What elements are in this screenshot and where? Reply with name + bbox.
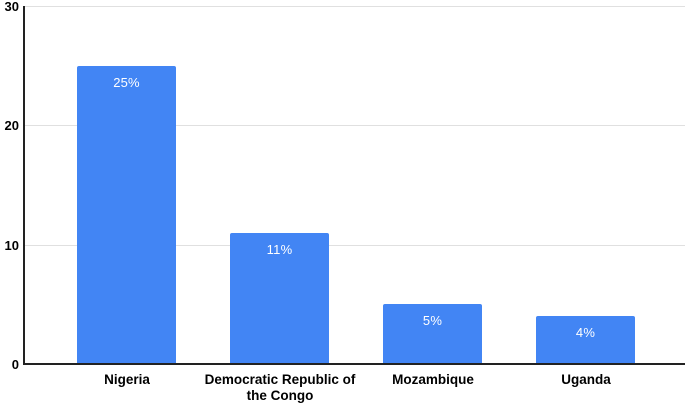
y-tick-label-10: 10 (4, 238, 19, 253)
bar-nigeria: 25% (77, 66, 176, 363)
y-tick-label-0: 0 (11, 357, 19, 372)
y-tick-label-20: 20 (4, 118, 19, 133)
y-axis-line (23, 6, 25, 365)
x-axis-line (23, 363, 685, 365)
bar-value-label: 11% (266, 242, 293, 257)
category-label: Uganda (561, 372, 611, 387)
category-label: Nigeria (104, 372, 150, 387)
y-tick-label-30: 30 (4, 0, 19, 14)
gridline-30 (25, 6, 685, 7)
bar-value-label: 4% (575, 325, 596, 340)
category-label: Mozambique (392, 372, 474, 387)
bar-uganda: 4% (536, 316, 635, 363)
category-label: Democratic Republic of the Congo (204, 372, 356, 403)
bar-mozambique: 5% (383, 304, 482, 363)
bar-value-label: 25% (113, 75, 140, 90)
bar-value-label: 5% (422, 313, 443, 328)
bar-democratic-republic-of-the-congo: 11% (230, 233, 329, 363)
